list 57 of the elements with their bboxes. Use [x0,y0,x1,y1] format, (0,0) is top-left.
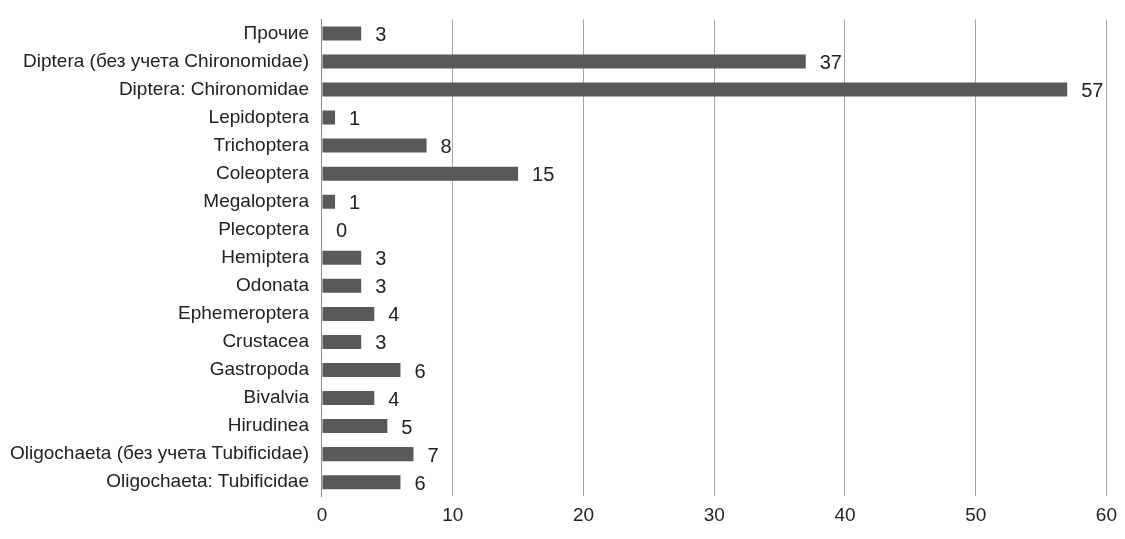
y-tick-label: Megaloptera [203,189,310,211]
y-tick-label: Hemiptera [221,246,310,268]
bar [322,26,362,41]
x-tick-label: 10 [442,503,464,525]
data-label: 15 [532,163,555,186]
bar [322,166,519,181]
x-tick-label: 0 [316,503,328,525]
y-tick-label: Bivalvia [243,386,310,408]
x-tick-label: 50 [965,503,987,525]
bar [322,54,806,69]
bar [322,419,388,434]
y-tick-label: Oligochaeta: Tubificidae [106,470,309,492]
bar [322,362,401,377]
y-tick-label: Gastropoda [209,358,310,380]
y-tick-label: Crustacea [222,330,310,352]
data-label: 3 [375,22,387,45]
bar [322,110,336,125]
bar [322,475,401,490]
data-label: 1 [349,107,361,130]
data-label: 1 [349,191,361,214]
data-label: 6 [414,471,426,494]
y-tick-label: Diptera (без учета Chironomidae) [23,49,309,71]
data-label: 57 [1081,79,1104,102]
data-label: 4 [388,387,400,410]
data-label: 8 [440,135,452,158]
y-tick-label: Прочие [243,21,309,43]
y-tick-label: Oligochaeta (без учета Tubificidae) [9,442,309,464]
y-tick-label: Ephemeroptera [178,302,310,324]
bar [322,447,414,462]
bar [322,194,336,209]
x-tick-label: 60 [1095,503,1117,525]
data-label: 3 [375,331,387,354]
y-tick-label: Hirudinea [227,414,310,436]
data-label: 3 [375,247,387,270]
y-tick-label: Coleoptera [216,161,310,183]
data-label: 7 [427,443,439,466]
x-tick-label: 20 [572,503,595,525]
data-label: 3 [375,275,387,298]
y-tick-label: Lepidoptera [208,105,310,127]
bar [322,82,1068,97]
bar [322,278,362,293]
y-tick-label: Plecoptera [218,217,310,239]
bar [322,138,427,153]
data-label: 6 [414,359,426,382]
data-label: 5 [401,415,413,438]
data-label: 37 [819,50,842,73]
bar [322,250,362,265]
bar [322,391,375,406]
y-tick-label: Trichoptera [213,133,310,155]
x-tick-label: 30 [703,503,725,525]
bar [322,334,362,349]
data-label: 0 [335,219,348,242]
data-label: 4 [388,303,400,326]
x-tick-label: 40 [834,503,856,525]
bar [322,306,375,321]
y-tick-label: Odonata [236,274,310,296]
y-tick-label: Diptera: Chironomidae [118,77,309,99]
